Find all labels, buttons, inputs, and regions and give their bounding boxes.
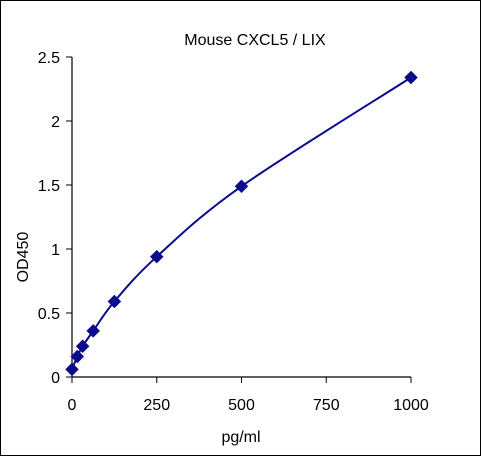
trend-curve (71, 76, 412, 370)
y-tick-label: 0 (51, 370, 60, 387)
data-point (70, 349, 85, 364)
y-ticks: 0 0.5 1 1.5 2 2.5 (38, 50, 72, 387)
y-tick-label: 1.5 (38, 178, 60, 195)
y-tick-label: 2 (51, 114, 60, 131)
y-axis-label: OD450 (15, 232, 32, 283)
chart-title: Mouse CXCL5 / LIX (184, 32, 326, 49)
data-point (107, 294, 122, 309)
y-tick-label: 1 (51, 242, 60, 259)
x-axis-label: pg/ml (221, 429, 260, 446)
x-tick-label: 500 (228, 397, 255, 414)
y-tick-label: 2.5 (38, 50, 60, 67)
x-tick-label: 750 (313, 397, 340, 414)
axes (71, 57, 411, 378)
x-ticks: 0 250 500 750 1000 (68, 377, 429, 414)
x-tick-label: 250 (143, 397, 170, 414)
data-point (86, 324, 101, 338)
data-point (404, 70, 418, 85)
data-point (65, 362, 79, 377)
data-point (75, 339, 90, 354)
x-tick-label: 0 (68, 397, 77, 414)
data-point (149, 249, 164, 264)
data-markers (65, 70, 418, 377)
y-tick-label: 0.5 (38, 306, 60, 323)
x-tick-label: 1000 (393, 397, 429, 414)
data-point (234, 179, 249, 194)
